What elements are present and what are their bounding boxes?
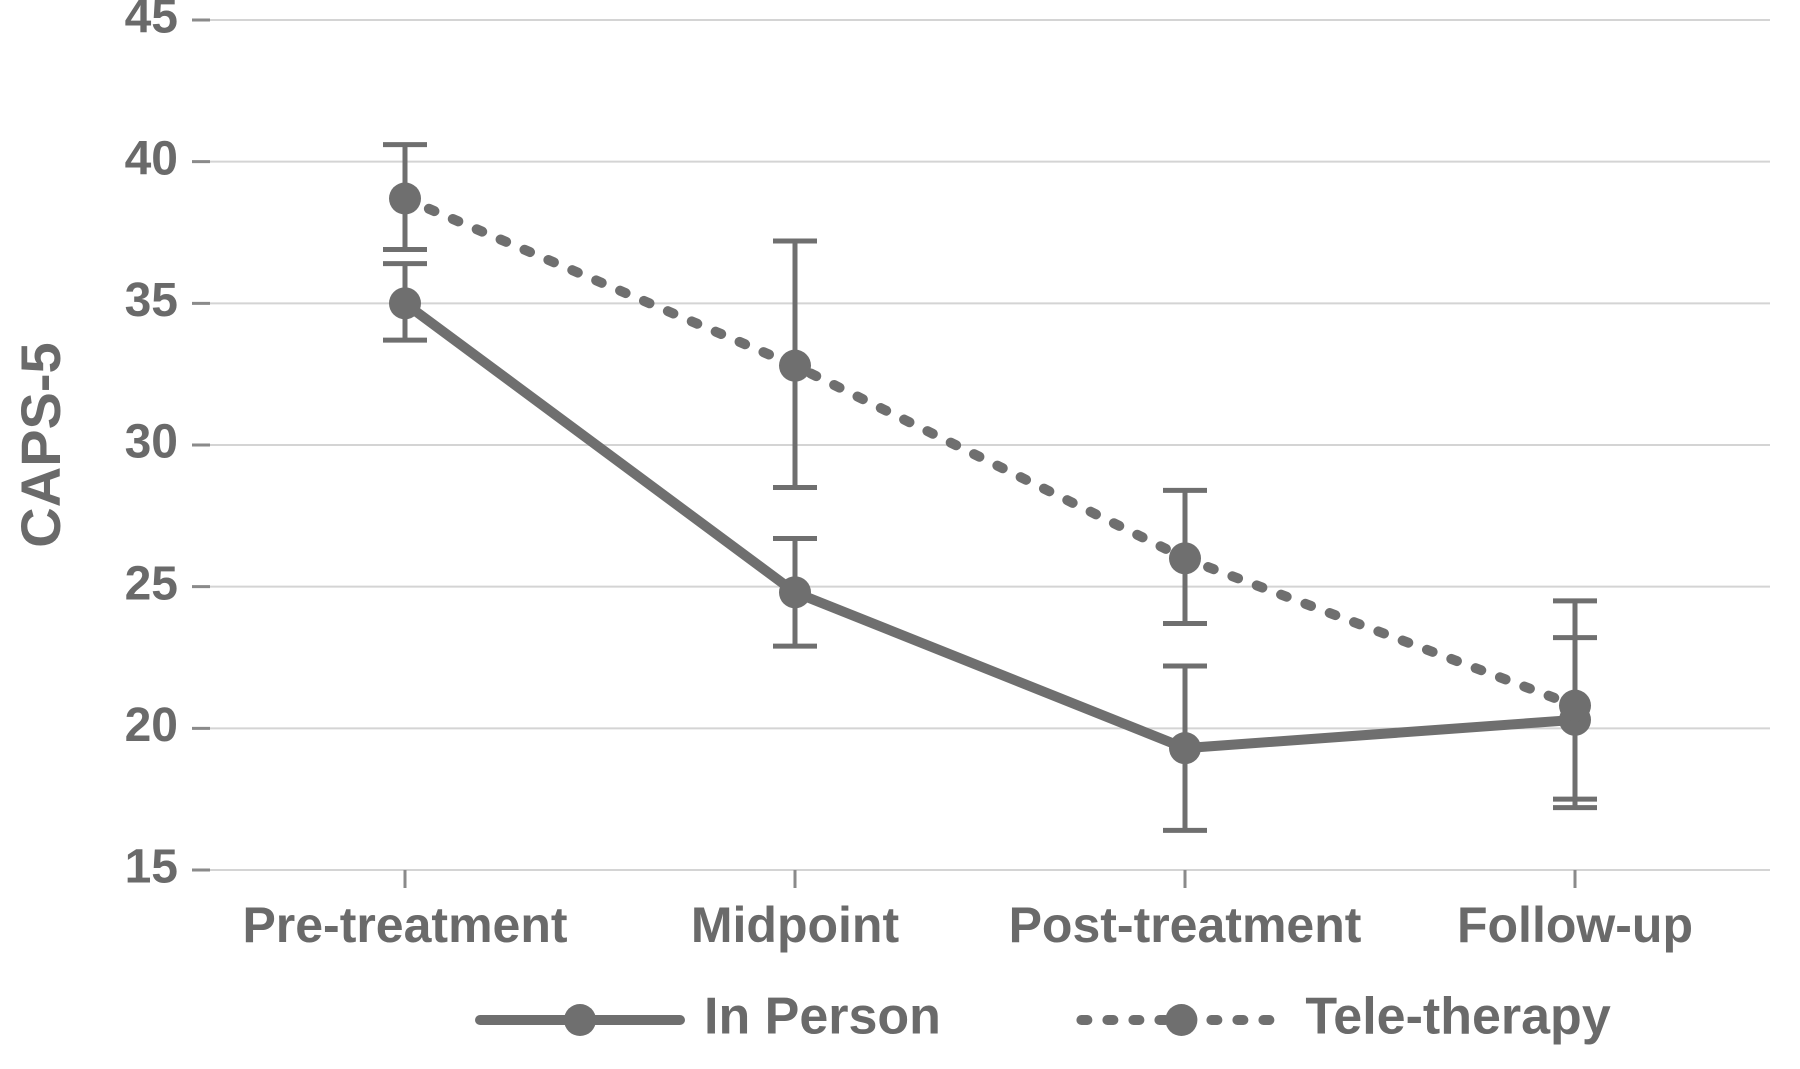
y-tick-label: 20 xyxy=(125,699,178,752)
x-tick-label: Post-treatment xyxy=(1009,897,1362,953)
series-marker xyxy=(779,576,811,608)
chart-svg: 15 20 25 30 35 40 45 Pre-treatment Midpoint Post-… xyxy=(0,0,1800,1069)
series-marker xyxy=(389,183,421,215)
y-tick-label: 35 xyxy=(125,274,178,327)
series-marker xyxy=(1169,542,1201,574)
y-tick-label: 45 xyxy=(125,0,178,44)
legend-label: Tele-therapy xyxy=(1305,988,1610,1046)
legend-label: In Person xyxy=(704,988,941,1046)
y-tick-label: 15 xyxy=(125,841,178,894)
caps5-chart: 15 20 25 30 35 40 45 Pre-treatment Midpoint Post-… xyxy=(0,0,1800,1069)
x-tick-label: Midpoint xyxy=(691,897,900,953)
series-marker xyxy=(779,350,811,382)
series-marker xyxy=(1169,732,1201,764)
legend-marker xyxy=(564,1004,596,1036)
y-tick-label: 30 xyxy=(125,416,178,469)
y-axis-label: CAPS-5 xyxy=(9,342,72,547)
y-tick-label: 25 xyxy=(125,557,178,610)
series-marker xyxy=(389,287,421,319)
x-tick-label: Follow-up xyxy=(1457,897,1693,953)
x-tick-label: Pre-treatment xyxy=(242,897,567,953)
y-tick-label: 40 xyxy=(125,132,178,185)
series-marker xyxy=(1559,690,1591,722)
legend-marker xyxy=(1165,1004,1197,1036)
